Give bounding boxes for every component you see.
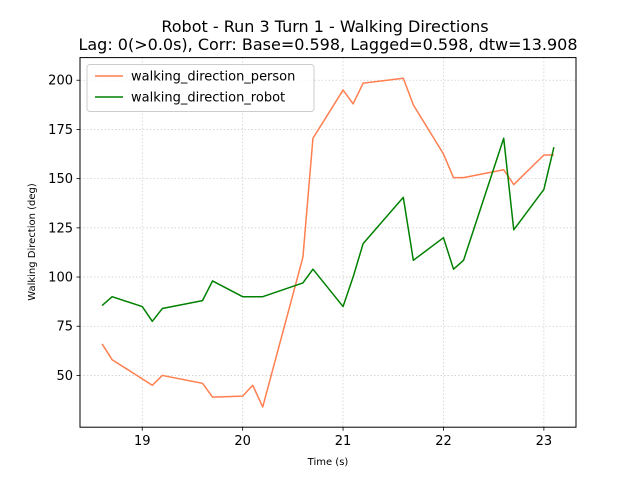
y-tick-label: 75 (56, 320, 73, 335)
y-axis-label: Walking Direction (deg) (27, 183, 38, 301)
chart-subtitle: Lag: 0(>0.0s), Corr: Base=0.598, Lagged=… (78, 35, 577, 54)
chart-title: Robot - Run 3 Turn 1 - Walking Direction… (161, 17, 488, 36)
plot-area-frame (79, 57, 577, 428)
series-line-1 (101, 77, 554, 408)
y-tick-label: 125 (48, 221, 73, 236)
series-line-2 (101, 137, 555, 323)
legend-label-1: walking_direction_person (131, 70, 295, 85)
x-tick-label: 20 (234, 434, 251, 449)
y-tick-label: 100 (48, 271, 73, 286)
x-axis-label: Time (s) (307, 457, 349, 468)
y-tick-label: 150 (48, 172, 73, 187)
x-tick-label: 23 (536, 434, 553, 449)
legend: walking_direction_person walking_directio… (86, 64, 315, 112)
legend-box (86, 64, 315, 112)
y-tick-label: 175 (48, 123, 73, 138)
x-tick-label: 21 (335, 434, 352, 449)
x-tick-label: 19 (134, 434, 151, 449)
y-tick-label: 50 (56, 369, 73, 384)
y-tick-label: 200 (48, 74, 73, 89)
x-tick-label: 22 (435, 434, 452, 449)
legend-label-2: walking_direction_robot (131, 91, 285, 106)
